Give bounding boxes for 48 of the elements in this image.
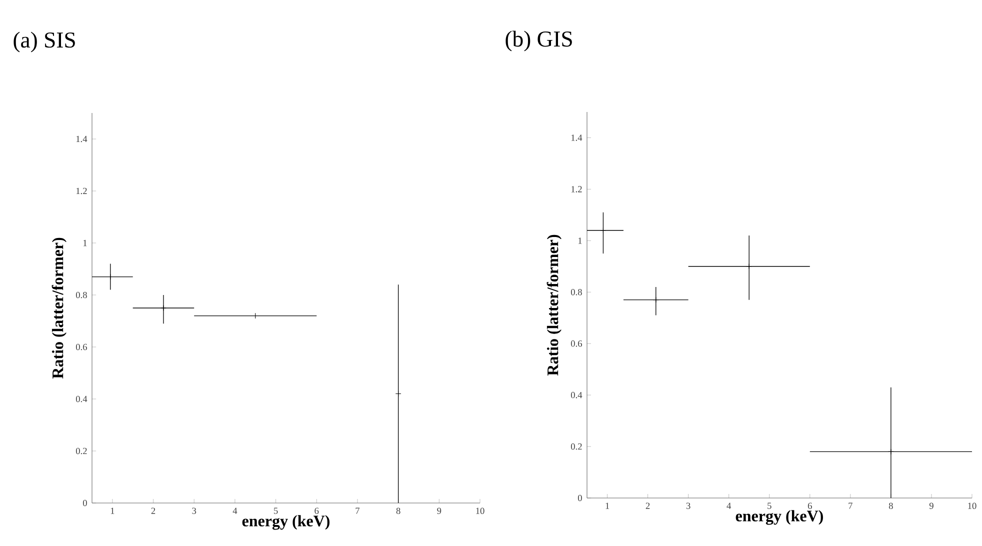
y-tick-label: 0.4 [570,392,582,398]
point [160,305,166,311]
y-tick-label: 0.8 [570,288,582,296]
x-tick-label: 5 [768,502,772,509]
x-tick-label: 9 [437,508,442,514]
x-tick-label: 4 [726,502,732,509]
y-tick-label: 0 [82,500,87,506]
y-tick-label: 0 [578,494,582,502]
y-tick-label: 0.6 [570,340,582,347]
x-tick-label: 8 [396,508,400,514]
x-tick-label: 8 [888,502,893,509]
y-tick-label: 1.4 [571,134,582,141]
x-tick-label: 3 [192,508,196,514]
x-axis-title: energy (keV) [242,515,330,530]
x-tick-label: 3 [686,502,690,509]
x-tick-label: 5 [274,508,278,514]
y-tick-label: 1.2 [571,186,582,192]
chart-title: (a) SIS [14,32,75,52]
y-axis-title: Ratio (latter/former) [52,238,66,379]
y-tick-label: 1.2 [76,188,87,194]
y-axis-title: Ratio (latter/former) [546,234,562,376]
x-tick-label: 1 [110,508,114,514]
x-tick-label: 10 [476,508,484,514]
y-tick-label: 0.2 [570,443,582,450]
y-tick-label: 1 [578,238,582,244]
x-tick-label: 7 [356,508,360,514]
y-tick-label: 1 [83,240,87,246]
y-tick-label: 1.4 [76,136,88,142]
x-tick-label: 6 [808,502,812,509]
point [888,448,894,455]
x-tick-label: 2 [151,508,156,514]
x-tick-label: 2 [646,502,650,509]
x-tick-label: 1 [606,502,610,509]
point [395,390,402,397]
point [652,296,659,303]
x-tick-label: 6 [314,508,319,514]
x-tick-label: 10 [968,502,976,509]
y-tick-label: 0.6 [76,344,88,350]
x-tick-label: 7 [848,502,852,509]
point [600,227,606,234]
x-tick-label: 4 [232,508,238,514]
chart-title: (b) GIS [506,30,572,52]
x-axis-title: energy (keV) [736,510,823,525]
y-tick-label: 0.2 [76,448,87,454]
y-tick-label: 0.8 [76,292,87,298]
y-tick-label: 0.4 [76,396,88,402]
x-tick-label: 9 [929,502,934,509]
point [746,263,752,270]
